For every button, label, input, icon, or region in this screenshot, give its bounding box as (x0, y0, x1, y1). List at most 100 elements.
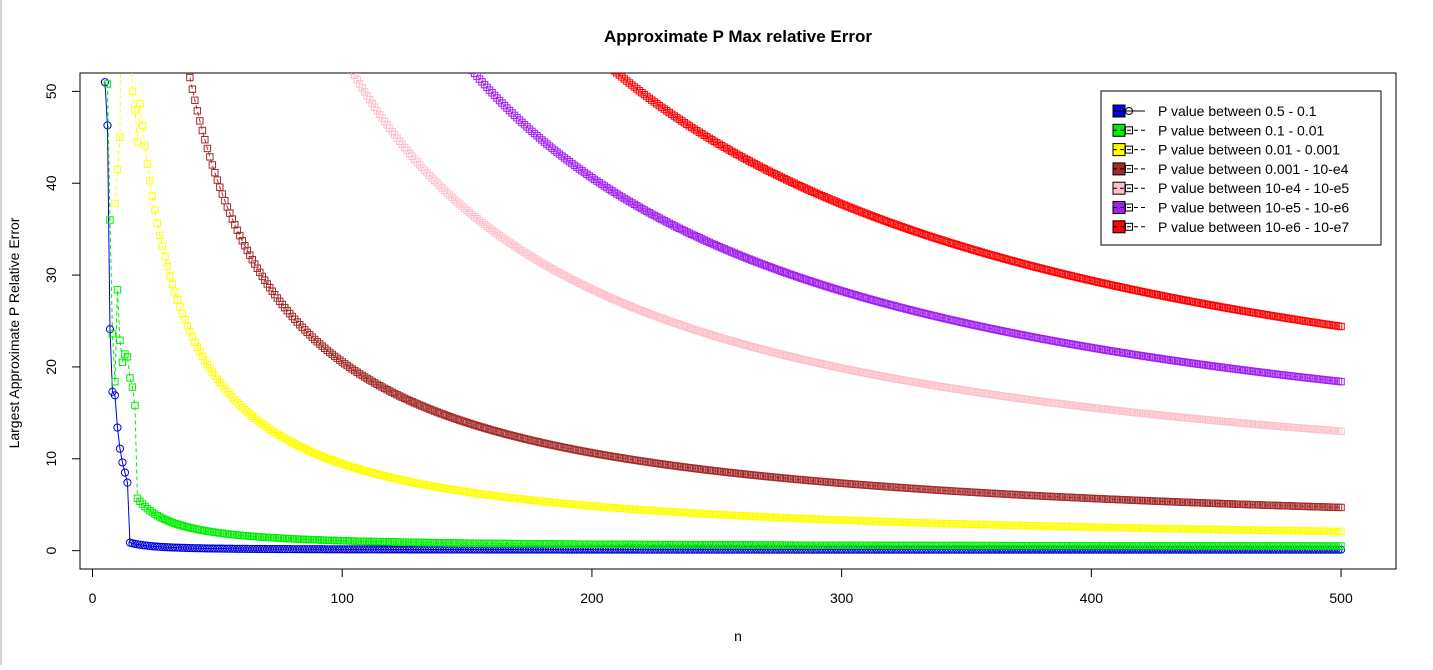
data-point (713, 332, 721, 341)
data-point (533, 437, 541, 446)
data-point (191, 338, 199, 346)
data-point (326, 455, 334, 463)
data-point (748, 256, 756, 264)
data-point (810, 278, 818, 287)
data-point (143, 160, 152, 168)
data-point (985, 250, 993, 259)
data-point (1337, 527, 1345, 536)
data-point (385, 473, 394, 481)
data-point (942, 315, 951, 323)
data-point (518, 118, 526, 127)
data-point (443, 412, 451, 420)
data-point (917, 229, 926, 238)
data-point (1000, 327, 1008, 336)
data-point (193, 343, 202, 351)
data-point (510, 432, 519, 440)
data-point (763, 346, 771, 355)
data-point (495, 428, 504, 436)
data-point (1337, 503, 1345, 512)
data-point (1055, 269, 1063, 277)
data-point (1040, 265, 1048, 273)
data-point (238, 403, 247, 412)
data-point (885, 300, 893, 309)
data-point (575, 279, 584, 287)
data-point (548, 441, 556, 449)
data-point (815, 190, 823, 199)
data-point (877, 298, 886, 307)
data-point (1067, 272, 1076, 280)
data-point (590, 286, 599, 295)
data-point (465, 419, 474, 428)
data-point (613, 73, 621, 77)
legend-label: P value between 0.5 - 0.1 (1158, 103, 1317, 119)
data-point (840, 364, 848, 373)
data-point (980, 323, 988, 331)
data-point (992, 326, 1001, 334)
data-point (495, 96, 504, 105)
data-point (370, 469, 379, 478)
series-5 (348, 73, 1345, 435)
data-point (962, 319, 971, 328)
data-point (316, 451, 324, 460)
data-point (643, 309, 651, 317)
data-point (630, 83, 639, 91)
data-point (797, 274, 806, 282)
data-point (443, 189, 451, 197)
data-point (118, 458, 127, 467)
legend-marker (1125, 184, 1133, 193)
data-point (1002, 328, 1011, 336)
data-point (400, 394, 409, 403)
data-point (748, 158, 756, 166)
data-point (173, 296, 182, 304)
data-point (655, 214, 664, 222)
data-point (383, 472, 391, 481)
data-point (902, 305, 911, 313)
data-point (128, 87, 137, 96)
data-point (1087, 276, 1096, 285)
data-point (865, 295, 873, 303)
data-point (123, 353, 132, 361)
data-point (852, 291, 861, 300)
series-line (352, 73, 1342, 432)
y-tick-label: 30 (43, 267, 59, 283)
data-point (997, 327, 1006, 335)
data-point (550, 146, 559, 154)
data-point (378, 471, 386, 480)
data-point (1000, 254, 1008, 263)
data-point (1137, 287, 1145, 296)
data-point (515, 116, 524, 124)
data-point (543, 440, 551, 448)
data-point (123, 478, 132, 487)
data-point (1032, 263, 1041, 271)
data-point (835, 199, 843, 207)
data-point (478, 218, 486, 227)
data-point (113, 165, 122, 174)
data-point (118, 358, 127, 367)
data-point (955, 241, 963, 250)
data-point (850, 291, 858, 299)
data-point (358, 84, 366, 92)
data-point (470, 212, 479, 221)
data-point (850, 205, 858, 213)
data-point (303, 328, 311, 337)
data-point (955, 317, 963, 326)
data-point (598, 290, 606, 298)
data-point (1052, 268, 1061, 276)
data-point (800, 275, 808, 283)
data-point (807, 357, 816, 366)
data-point (927, 233, 936, 241)
data-point (188, 85, 197, 93)
data-point (158, 514, 167, 522)
data-point (625, 302, 634, 310)
data-point (120, 468, 130, 477)
x-tick-label: 0 (89, 590, 97, 606)
data-point (792, 180, 801, 189)
data-point (743, 254, 751, 262)
data-point (792, 354, 801, 362)
data-point (565, 274, 574, 282)
data-point (965, 244, 973, 253)
data-point (523, 435, 531, 444)
data-point (198, 352, 207, 360)
data-point (293, 441, 301, 449)
data-point (510, 111, 519, 120)
